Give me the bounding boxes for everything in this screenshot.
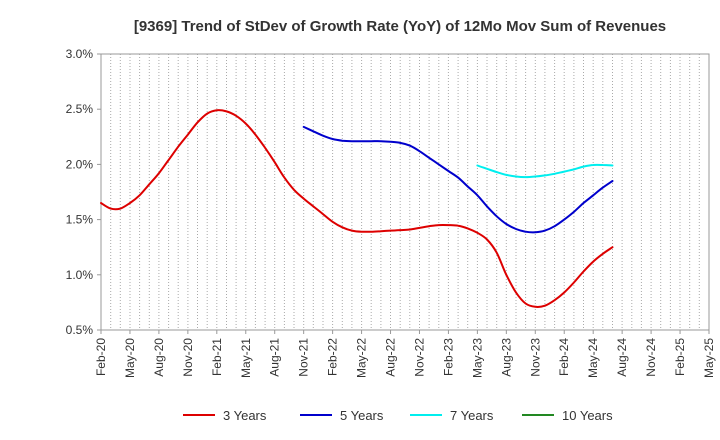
x-tick-label: Feb-24	[557, 338, 571, 376]
x-tick-label: Aug-24	[615, 338, 629, 377]
x-tick-label: Feb-25	[673, 338, 687, 376]
x-tick-label: Nov-21	[297, 338, 311, 377]
x-tick-label: May-25	[702, 338, 716, 378]
y-axis: 0.5% 1.0% 1.5% 2.0% 2.5% 3.0%	[66, 47, 101, 337]
chart-title: [9369] Trend of StDev of Growth Rate (Yo…	[134, 18, 666, 35]
x-tick-label: Nov-24	[644, 338, 658, 377]
x-tick-label: May-20	[123, 338, 137, 378]
y-tick-label: 2.5%	[66, 102, 94, 116]
x-tick-label: Aug-22	[384, 338, 398, 377]
x-tick-label: May-23	[470, 338, 484, 378]
legend-label-10-years: 10 Years	[562, 408, 613, 423]
x-tick-label: Nov-20	[181, 338, 195, 377]
x-tick-label: May-24	[586, 338, 600, 378]
x-axis: Feb-20 May-20 Aug-20 Nov-20 Feb-21 May-21 Aug-…	[94, 330, 716, 378]
y-tick-label: 2.0%	[66, 157, 94, 171]
x-tick-label: Feb-21	[210, 338, 224, 376]
y-tick-label: 3.0%	[66, 47, 94, 61]
grid	[110, 54, 700, 330]
x-tick-label: Nov-23	[528, 338, 542, 377]
series-line-5-years	[302, 125, 614, 234]
x-tick-label: Nov-22	[412, 338, 426, 377]
x-tick-label: Feb-20	[94, 338, 108, 376]
x-tick-label: May-22	[355, 338, 369, 378]
y-tick-label: 0.5%	[66, 323, 94, 337]
legend-label-3-years: 3 Years	[223, 408, 267, 423]
x-tick-label: Aug-21	[268, 338, 282, 377]
x-tick-label: Feb-23	[441, 338, 455, 376]
legend-label-5-years: 5 Years	[340, 408, 384, 423]
y-tick-label: 1.0%	[66, 268, 94, 282]
x-tick-label: May-21	[239, 338, 253, 378]
x-tick-label: Aug-23	[499, 338, 513, 377]
y-tick-label: 1.5%	[66, 213, 94, 227]
series-line-7-years	[476, 163, 614, 179]
x-tick-label: Feb-22	[326, 338, 340, 376]
plot-area-border	[100, 53, 710, 331]
series-line-3-years	[100, 109, 614, 308]
legend-label-7-years: 7 Years	[450, 408, 494, 423]
series-lines	[100, 109, 614, 308]
x-tick-label: Aug-20	[152, 338, 166, 377]
legend: 3 Years 5 Years 7 Years 10 Years	[183, 408, 613, 423]
